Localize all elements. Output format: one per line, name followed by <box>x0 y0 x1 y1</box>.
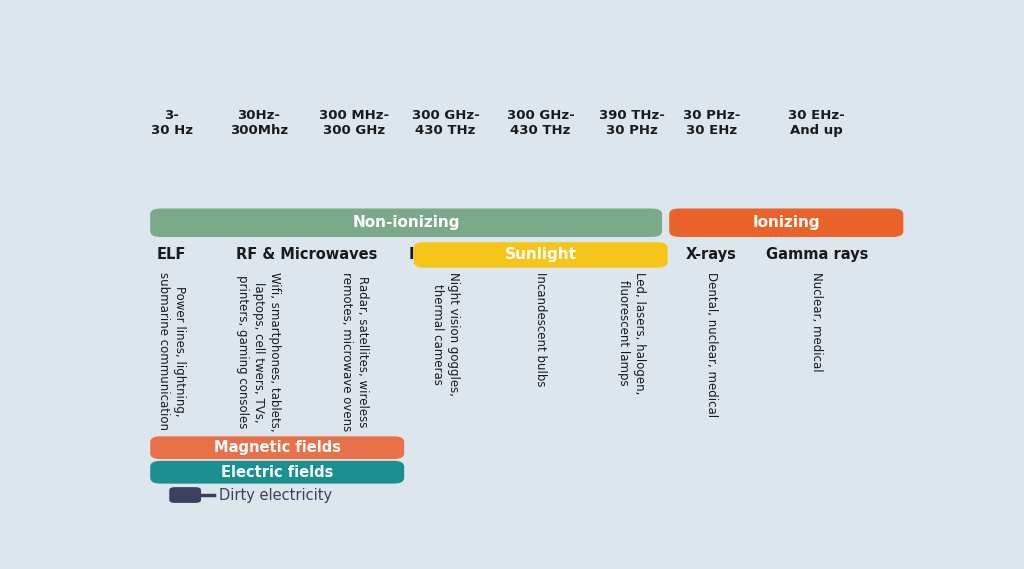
Text: Gamma rays: Gamma rays <box>766 247 868 262</box>
Text: 300 MHz-
300 GHz: 300 MHz- 300 GHz <box>319 109 389 137</box>
Text: Infra-red: Infra-red <box>409 247 482 262</box>
Text: Magnetic fields: Magnetic fields <box>214 440 341 455</box>
Text: RF & Microwaves: RF & Microwaves <box>236 247 377 262</box>
Text: Nuclear, medical: Nuclear, medical <box>810 272 823 372</box>
Text: Radar, satellites, wireless
remotes, microwave ovens: Radar, satellites, wireless remotes, mic… <box>340 272 369 431</box>
Text: 3-
30 Hz: 3- 30 Hz <box>151 109 193 137</box>
Text: X-rays: X-rays <box>686 247 736 262</box>
Text: 30 EHz-
And up: 30 EHz- And up <box>788 109 845 137</box>
Text: Power lines, lightning,
submarine communication: Power lines, lightning, submarine commun… <box>157 272 186 430</box>
FancyBboxPatch shape <box>151 461 404 484</box>
Text: 390 THz-
30 PHz: 390 THz- 30 PHz <box>599 109 665 137</box>
Text: Sunlight: Sunlight <box>505 248 577 262</box>
Text: 30 PHz-
30 EHz: 30 PHz- 30 EHz <box>683 109 740 137</box>
Text: Dirty electricity: Dirty electricity <box>219 488 333 502</box>
Text: Dental, nuclear, medical: Dental, nuclear, medical <box>705 272 718 417</box>
Text: Incandescent bulbs: Incandescent bulbs <box>535 272 547 386</box>
FancyBboxPatch shape <box>151 436 404 459</box>
Text: Wifi, smartphones, tablets,
laptops, cell twers, TVs,
printers, gaming consoles: Wifi, smartphones, tablets, laptops, cel… <box>237 272 282 432</box>
Text: 300 GHz-
430 THz: 300 GHz- 430 THz <box>412 109 479 137</box>
FancyBboxPatch shape <box>169 487 201 503</box>
Text: UV light: UV light <box>599 247 666 262</box>
Text: Electric fields: Electric fields <box>221 465 334 480</box>
Text: 30Hz-
300Mhz: 30Hz- 300Mhz <box>229 109 288 137</box>
Text: Non-ionizing: Non-ionizing <box>352 215 460 230</box>
Text: 300 GHz-
430 THz: 300 GHz- 430 THz <box>507 109 574 137</box>
Text: Ionizing: Ionizing <box>753 215 820 230</box>
FancyBboxPatch shape <box>151 208 663 237</box>
Text: Night vision goggles,
thermal cameras: Night vision goggles, thermal cameras <box>431 272 460 396</box>
Text: Visible light: Visible light <box>492 247 590 262</box>
Text: ELF: ELF <box>157 247 186 262</box>
Text: Led, lasers, halogen,
fluorescent lamps: Led, lasers, halogen, fluorescent lamps <box>617 272 646 394</box>
FancyBboxPatch shape <box>414 242 668 267</box>
FancyBboxPatch shape <box>670 208 903 237</box>
